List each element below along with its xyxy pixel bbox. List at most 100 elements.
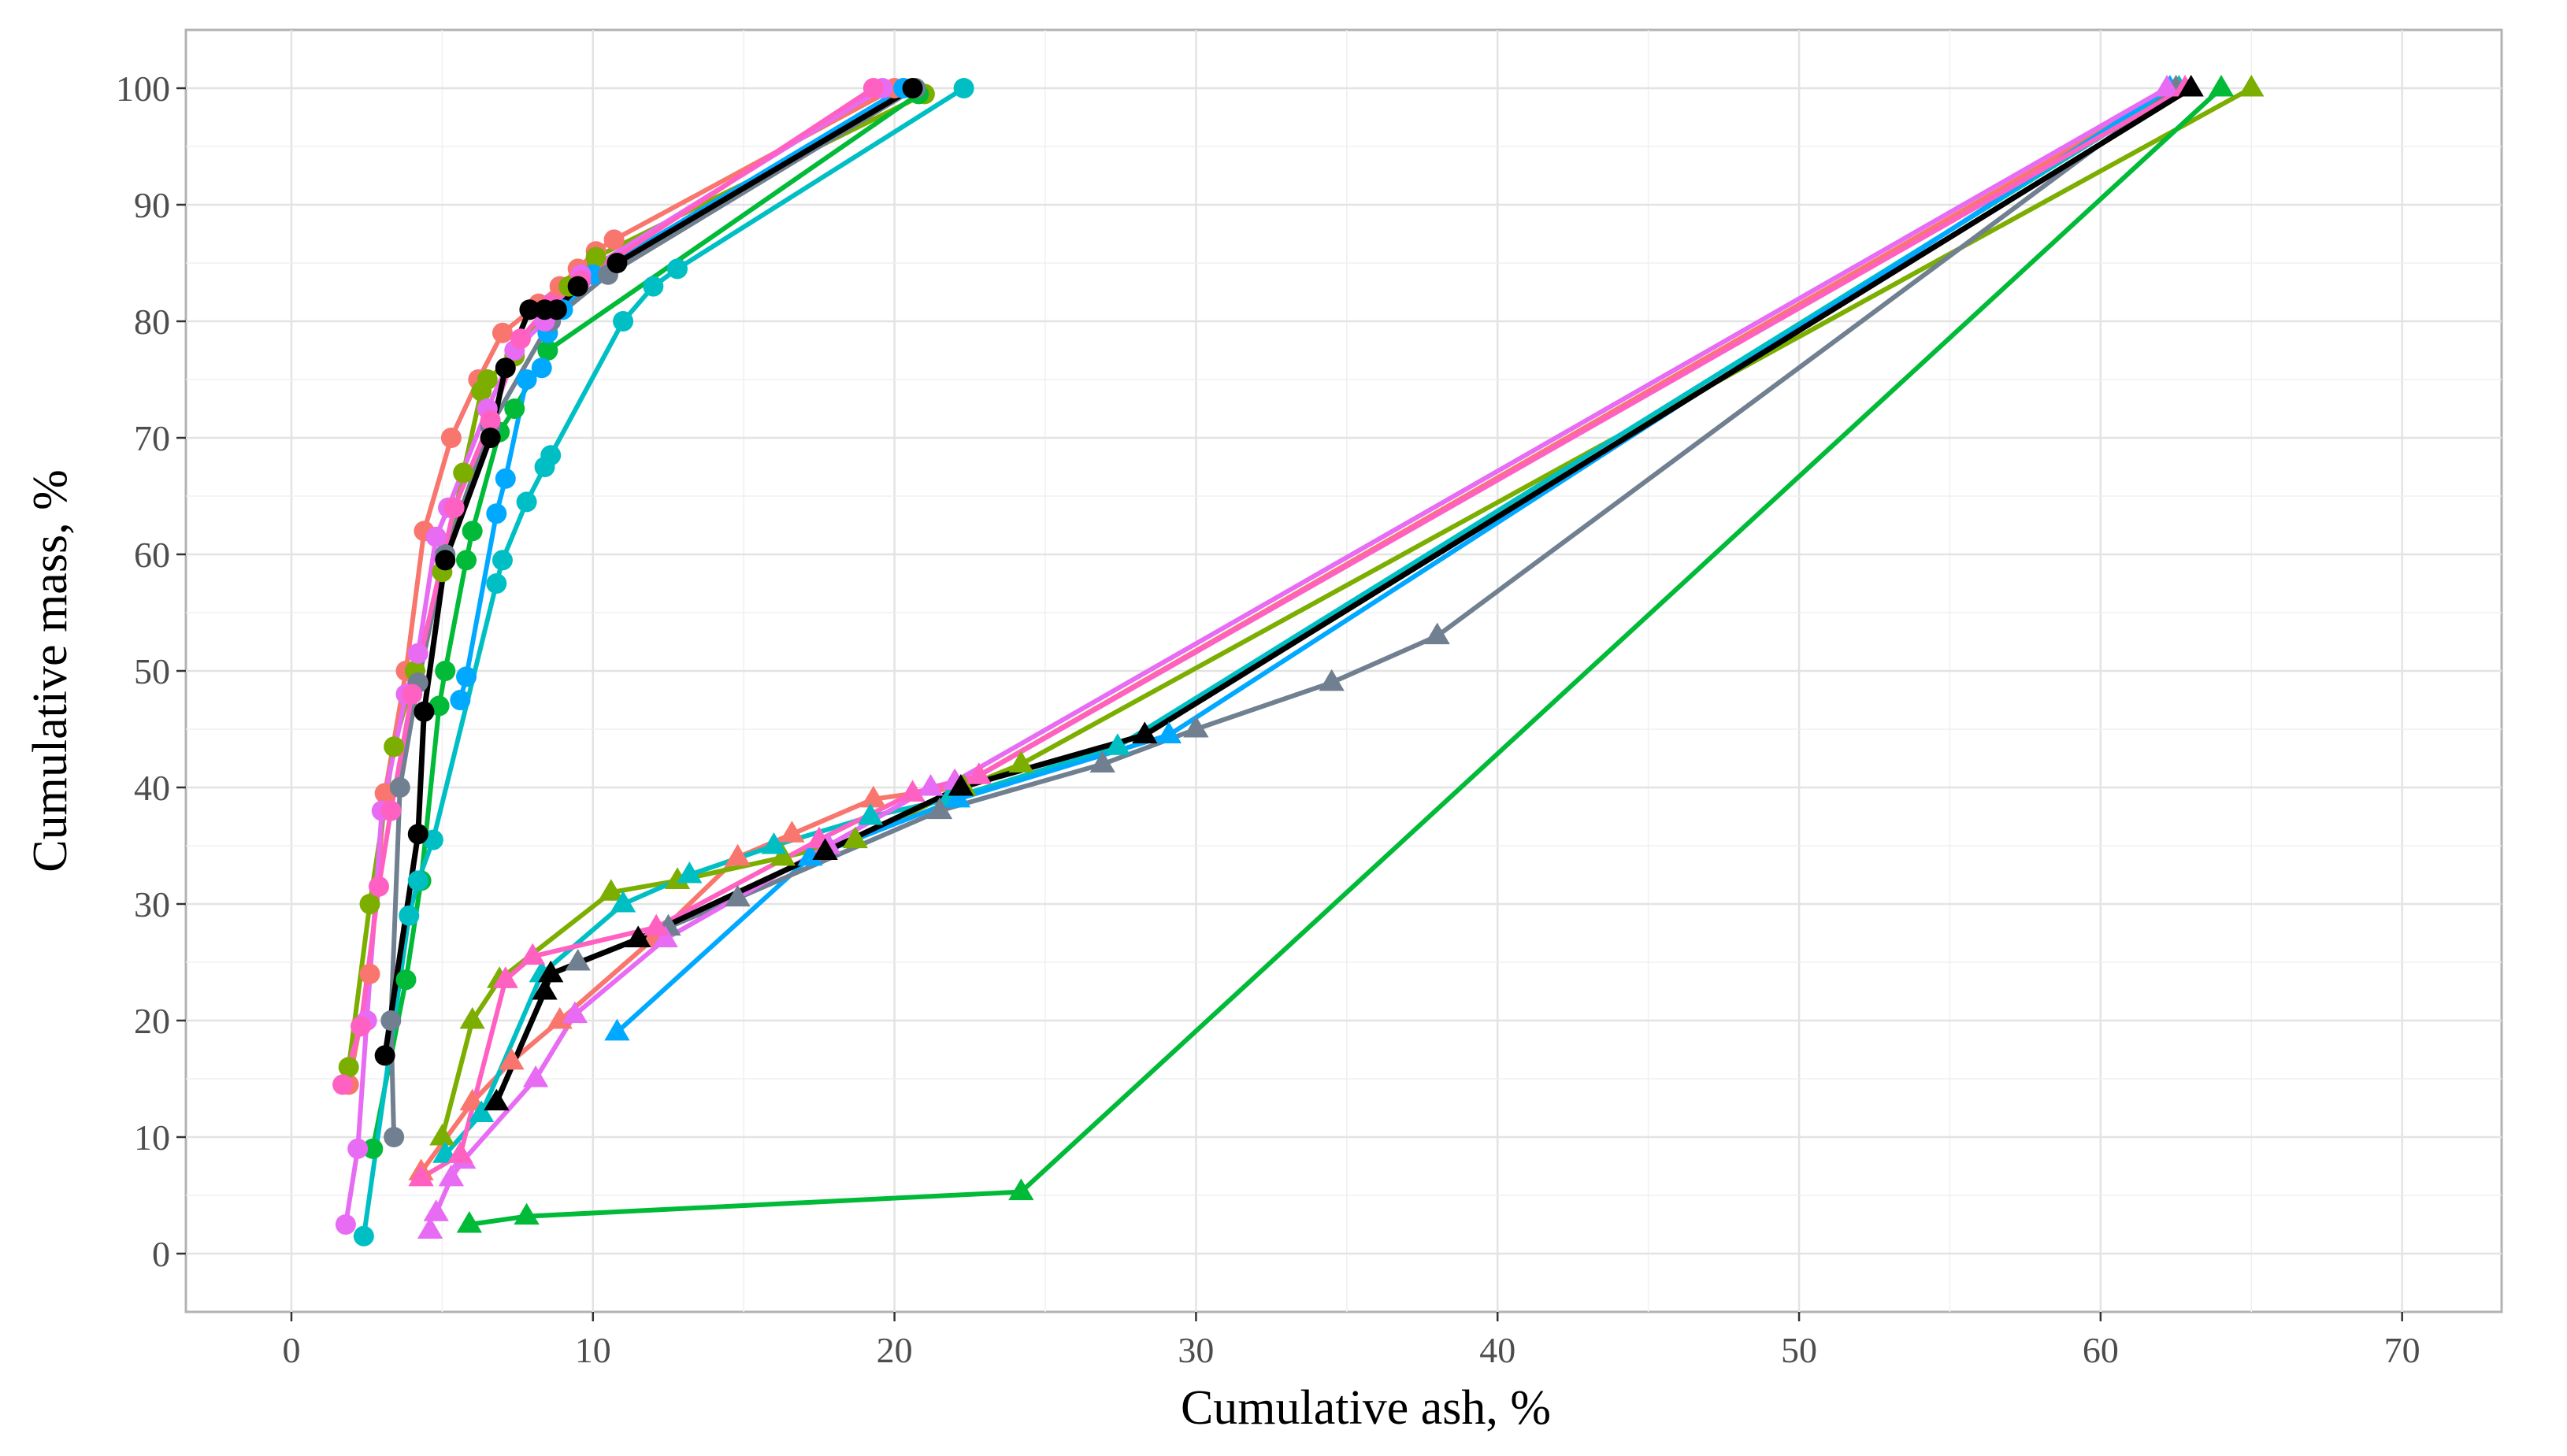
point-sample-4-triangle — [1104, 733, 1131, 755]
point-sample-4-circle — [953, 78, 974, 98]
y-tick-label: 90 — [134, 185, 170, 225]
point-sample-6-triangle — [1089, 750, 1115, 772]
point-sample-4-circle — [666, 258, 688, 280]
x-tick-label: 20 — [877, 1330, 913, 1370]
point-sample-3-triangle — [1008, 1178, 1034, 1201]
y-tick-label: 100 — [116, 69, 170, 109]
point-sample-2-circle — [359, 894, 380, 914]
point-sample-5-circle — [531, 358, 552, 379]
point-sample-8-triangle — [408, 1164, 434, 1187]
point-sample-2-triangle — [598, 879, 624, 901]
y-tick-label: 10 — [134, 1117, 170, 1158]
point-sample-8-circle — [402, 684, 423, 705]
point-average-circle — [567, 276, 588, 297]
point-average-circle — [414, 701, 435, 722]
point-sample-3-circle — [537, 340, 558, 361]
point-average-circle — [519, 299, 540, 320]
point-sample-4-triangle — [469, 1100, 495, 1122]
x-tick-label: 30 — [1178, 1330, 1214, 1370]
point-sample-7-circle — [335, 1214, 356, 1235]
point-sample-2-triangle — [842, 826, 868, 849]
point-sample-7-triangle — [438, 1164, 465, 1187]
point-sample-2-circle — [477, 369, 498, 390]
point-sample-7-triangle — [918, 774, 944, 796]
point-sample-7-circle — [425, 526, 447, 547]
point-sample-5-triangle — [944, 785, 971, 808]
point-sample-6-triangle — [565, 949, 591, 971]
point-sample-4-triangle — [677, 861, 703, 884]
y-tick-label: 70 — [134, 418, 170, 458]
x-tick-label: 60 — [2083, 1330, 2119, 1370]
point-sample-4-circle — [399, 905, 420, 926]
point-sample-8-circle — [351, 1016, 372, 1037]
point-average-circle — [546, 299, 567, 320]
point-sample-6-circle — [380, 1010, 402, 1031]
point-sample-8-triangle — [520, 943, 546, 965]
point-sample-2-circle — [384, 736, 405, 758]
point-sample-8-circle — [510, 328, 531, 350]
point-sample-1-triangle — [779, 821, 805, 843]
point-sample-1-circle — [492, 322, 513, 343]
point-sample-4-circle — [492, 550, 513, 571]
point-average-triangle — [1132, 721, 1158, 743]
point-sample-1-triangle — [725, 843, 751, 866]
point-average-circle — [374, 1045, 395, 1066]
point-sample-6-triangle — [926, 797, 953, 820]
point-sample-7-triangle — [562, 1001, 588, 1024]
point-sample-3-circle — [462, 521, 483, 542]
point-sample-4-circle — [643, 276, 664, 297]
point-sample-6-triangle — [1424, 622, 1450, 645]
point-sample-6-circle — [384, 1127, 405, 1147]
point-sample-8-triangle — [900, 780, 926, 802]
point-sample-1-circle — [359, 963, 380, 984]
point-sample-7-triangle — [652, 925, 678, 947]
point-sample-8-circle — [380, 800, 402, 821]
point-sample-1-circle — [603, 229, 625, 250]
point-average-triangle — [948, 774, 974, 796]
point-average-circle — [607, 253, 628, 273]
point-sample-5-triangle — [604, 1018, 630, 1041]
point-sample-3-circle — [435, 661, 456, 681]
point-sample-8-circle — [862, 78, 884, 98]
point-sample-5-circle — [495, 468, 516, 489]
point-average-triangle — [484, 1088, 510, 1111]
point-sample-4-circle — [540, 445, 562, 466]
point-sample-5-circle — [456, 666, 477, 687]
series-line-sample-3-triangle — [466, 86, 2224, 1227]
y-tick-label: 20 — [134, 1001, 170, 1041]
point-sample-7-triangle — [2153, 75, 2180, 97]
point-sample-8-circle — [443, 497, 465, 518]
point-sample-2-circle — [338, 1057, 359, 1078]
x-tick-label: 40 — [1479, 1330, 1515, 1370]
point-sample-2-triangle — [2239, 75, 2265, 97]
point-extra-triangle-marker — [417, 1217, 443, 1239]
point-sample-5-triangle — [797, 843, 823, 866]
point-sample-6-triangle — [725, 884, 751, 907]
point-sample-4-triangle — [761, 832, 787, 854]
y-axis-ticks: 0 10 20 30 40 50 60 70 80 90 100 — [116, 69, 186, 1274]
y-tick-label: 60 — [134, 535, 170, 575]
point-sample-7-circle — [407, 643, 428, 664]
point-sample-3-circle — [362, 1138, 384, 1159]
y-axis-title: Cumulative mass, % — [24, 469, 77, 872]
point-average-triangle — [812, 838, 838, 860]
point-sample-2-triangle — [770, 843, 796, 866]
y-tick-label: 0 — [152, 1234, 170, 1274]
y-tick-label: 30 — [134, 884, 170, 924]
point-average-triangle — [2178, 75, 2204, 97]
point-sample-3-triangle — [514, 1202, 540, 1225]
y-tick-label: 40 — [134, 768, 170, 808]
x-tick-label: 70 — [2384, 1330, 2420, 1370]
point-sample-2-triangle — [664, 867, 691, 889]
point-sample-3-circle — [504, 398, 525, 419]
point-sample-3-triangle — [2208, 75, 2235, 97]
point-average-triangle — [538, 960, 564, 983]
series-markers — [332, 75, 2265, 1247]
point-sample-7-triangle — [423, 1199, 449, 1221]
point-average-circle — [495, 358, 516, 379]
point-sample-8-triangle — [492, 966, 518, 988]
point-sample-3-circle — [456, 550, 477, 571]
point-sample-8-circle — [332, 1074, 354, 1095]
point-sample-5-triangle — [1156, 721, 1182, 743]
